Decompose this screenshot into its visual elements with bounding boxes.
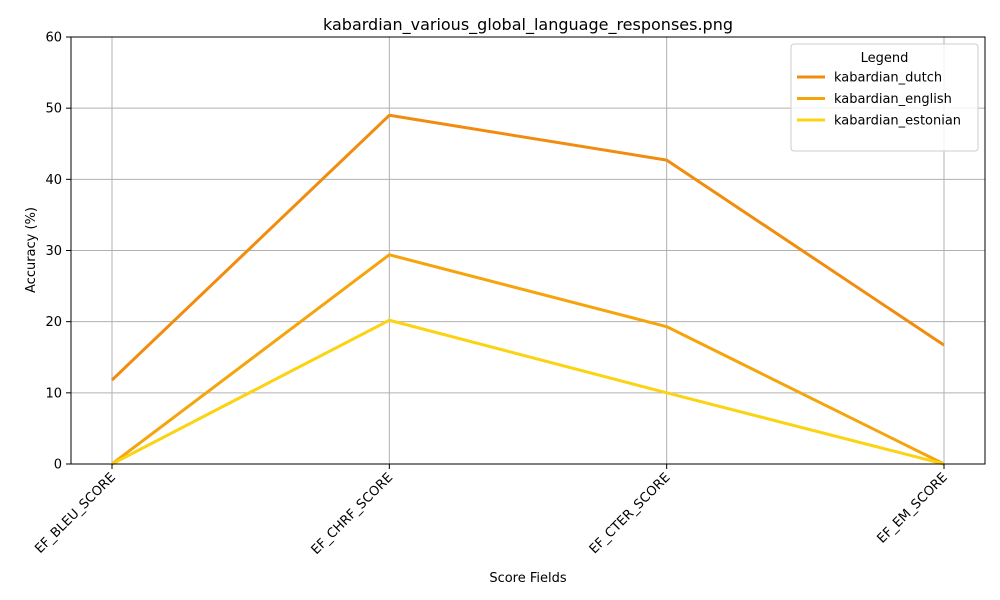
- x-tick-label: EF_EM_SCORE: [875, 470, 951, 546]
- legend-entry-label: kabardian_estonian: [834, 114, 961, 129]
- y-axis-label: Accuracy (%): [24, 207, 39, 293]
- series-line-kabardian-english: [111, 253, 945, 466]
- legend-entry-label: kabardian_dutch: [834, 71, 942, 86]
- x-tick-label: EF_BLEU_SCORE: [32, 470, 119, 557]
- series-lines: [110, 113, 945, 466]
- y-tick-label: 0: [54, 458, 62, 473]
- series-line-kabardian-estonian: [111, 318, 945, 466]
- legend-title: Legend: [861, 51, 909, 66]
- series-line-kabardian-dutch: [110, 113, 945, 382]
- y-axis-ticks: 0 10 20 30 40 50 60: [45, 31, 71, 473]
- x-tick-label: EF_CTER_SCORE: [587, 470, 674, 557]
- chart-title: kabardian_various_global_language_respon…: [323, 15, 733, 35]
- y-tick-label: 30: [45, 244, 62, 259]
- x-tick-label: EF_CHRF_SCORE: [309, 470, 397, 558]
- legend-box: [790, 43, 979, 152]
- y-tick-label: 60: [45, 31, 62, 46]
- legend-entry-label: kabardian_english: [834, 92, 952, 107]
- y-tick-label: 40: [45, 173, 62, 188]
- x-axis-ticks: EF_BLEU_SCORE EF_CHRF_SCORE EF_CTER_SCORE E…: [32, 464, 951, 558]
- x-axis-label: Score Fields: [489, 571, 567, 586]
- y-tick-label: 20: [45, 315, 62, 330]
- y-tick-label: 50: [45, 102, 62, 117]
- y-tick-label: 10: [45, 386, 62, 401]
- legend: Legend kabardian_dutch kabardian_englishka…: [790, 43, 979, 152]
